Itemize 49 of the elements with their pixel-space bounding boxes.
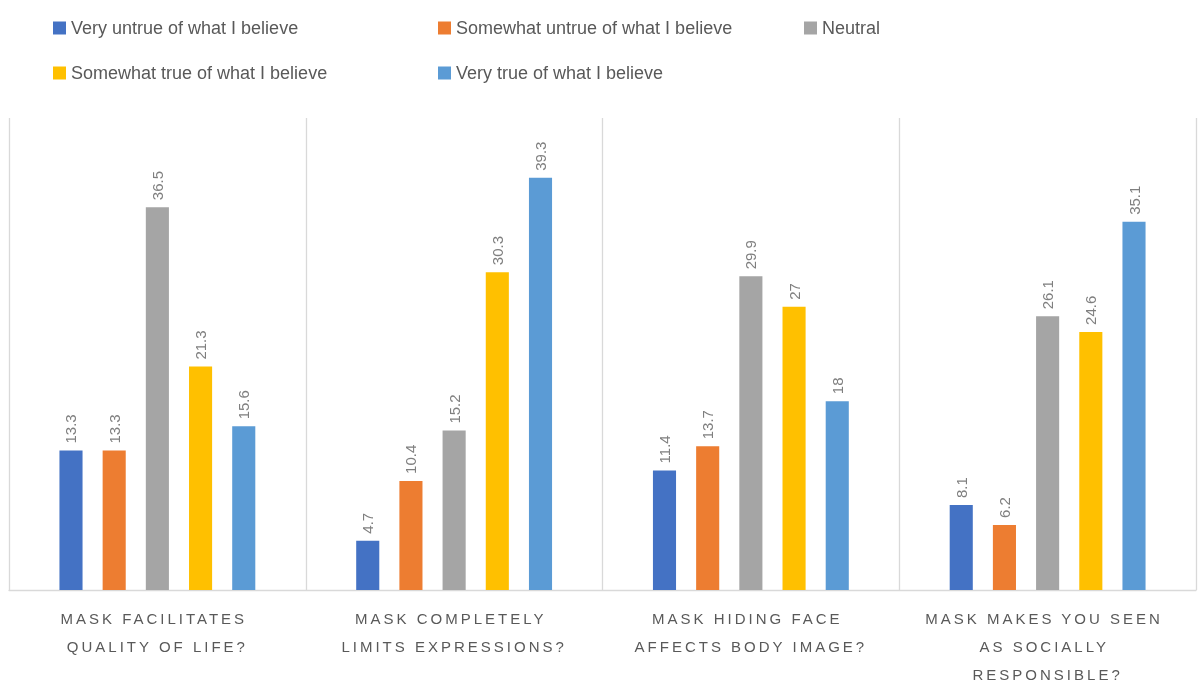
bar	[485, 272, 509, 590]
bar	[782, 306, 806, 590]
data-label: 30.3	[488, 235, 506, 266]
data-label: 26.1	[1039, 280, 1057, 310]
bar	[696, 446, 720, 590]
bar	[739, 276, 763, 590]
legend-label: Somewhat true of what I believe	[71, 63, 328, 83]
bar	[59, 450, 83, 590]
data-label: 10.4	[402, 444, 420, 474]
data-label: 8.1	[952, 477, 970, 499]
data-label: 4.7	[359, 512, 377, 534]
x-tick-label: MASK COMPLETELY LIMITS EXPRESSIONS?	[341, 609, 567, 655]
bar	[442, 430, 466, 590]
bar	[825, 401, 849, 590]
bar	[399, 480, 423, 590]
data-label: 29.9	[742, 240, 760, 270]
bar	[232, 426, 256, 590]
data-label: 35.1	[1125, 185, 1143, 215]
bar	[1036, 316, 1060, 590]
data-label: 18	[828, 377, 846, 395]
data-label: 11.4	[656, 435, 673, 464]
data-label: 36.5	[148, 170, 166, 201]
data-label: 27	[785, 283, 803, 300]
bar	[528, 177, 553, 590]
legend-label: Somewhat untrue of what I believe	[456, 18, 733, 38]
x-tick-label: MASK HIDING FACE AFFECTS BODY IMAGE?	[634, 609, 868, 655]
bar	[1079, 331, 1103, 590]
data-label: 15.6	[235, 390, 253, 420]
bar	[949, 505, 973, 590]
bar	[1122, 221, 1146, 590]
data-label: 6.2	[995, 497, 1013, 518]
data-label: 13.3	[105, 414, 123, 444]
x-tick-label: MASK FACILITATES QUALITY OF LIFE?	[60, 609, 255, 655]
bar	[992, 524, 1016, 590]
data-label: 24.6	[1082, 295, 1100, 325]
data-label: 13.3	[62, 414, 80, 444]
bar	[652, 470, 677, 590]
legend-label: Neutral	[822, 18, 881, 38]
legend-label: Very true of what I believe	[456, 63, 664, 83]
legend-label: Very untrue of what I believe	[71, 18, 299, 38]
bar	[189, 366, 213, 590]
x-tick-label: MASK MAKES YOU SEEN AS SOCIALLY RESPONSIBLE?	[925, 609, 1171, 683]
data-label: 21.3	[192, 330, 210, 360]
data-label: 15.2	[445, 394, 463, 424]
data-label: 13.7	[699, 410, 717, 440]
bar	[145, 207, 169, 590]
data-label: 39.3	[532, 141, 549, 171]
bar	[356, 540, 380, 590]
bar	[102, 450, 126, 590]
